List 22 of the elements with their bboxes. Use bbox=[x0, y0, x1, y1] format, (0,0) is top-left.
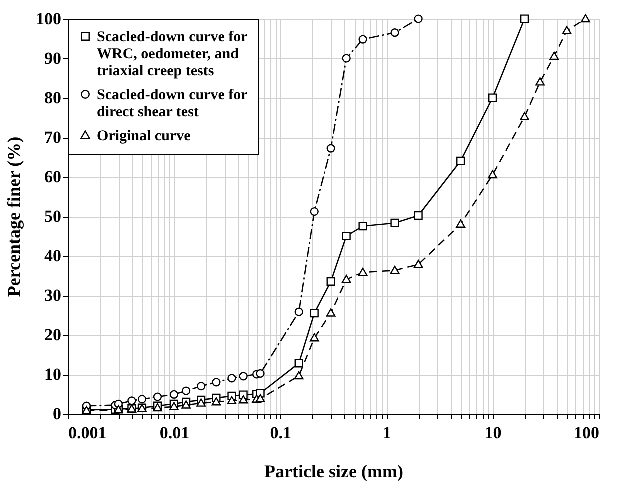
legend-label: Scacled-down curve for WRC, oedometer, and triaxial creep tests bbox=[97, 30, 248, 80]
y-tick-label: 60 bbox=[44, 168, 62, 186]
y-tick-label: 0 bbox=[53, 404, 62, 424]
x-tick-label: 0.01 bbox=[160, 424, 190, 442]
y-tick-label: 100 bbox=[36, 10, 62, 28]
y-tick-label: 50 bbox=[44, 207, 62, 226]
y-tick-label: 30 bbox=[44, 286, 62, 305]
y-tick-label: 20 bbox=[44, 326, 62, 344]
x-tick-label: 0.1 bbox=[270, 424, 292, 442]
y-axis-title: Percentage finer (%) bbox=[4, 136, 24, 298]
y-tick-label: 80 bbox=[44, 88, 62, 108]
y-tick-label: 10 bbox=[44, 365, 62, 384]
x-tick-label: 100 bbox=[574, 424, 600, 442]
y-tick-label: 90 bbox=[44, 49, 62, 68]
x-axis-title: Particle size (mm) bbox=[264, 462, 404, 482]
x-tick-label: 0.001 bbox=[68, 424, 107, 442]
x-tick-label: 1 bbox=[382, 424, 392, 442]
x-tick-label: 10 bbox=[484, 424, 502, 442]
y-tick-label: 40 bbox=[44, 246, 62, 266]
legend-label: Original curve bbox=[97, 128, 192, 144]
legend-label: Scacled-down curve for direct shear test bbox=[97, 88, 248, 120]
y-tick-label: 70 bbox=[44, 128, 62, 147]
